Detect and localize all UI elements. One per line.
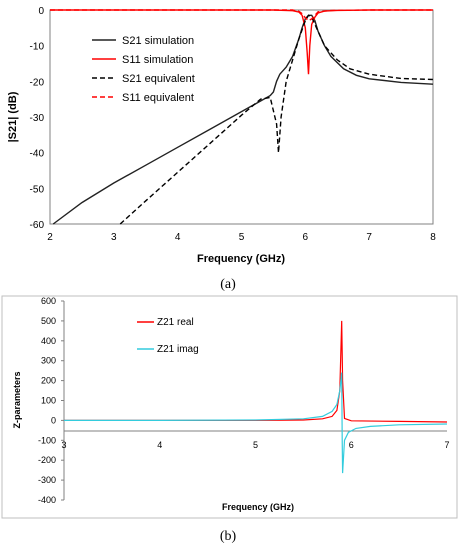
chart-b-y-tick-label: -200 bbox=[38, 455, 56, 465]
chart-a-panel-label: (a) bbox=[220, 277, 236, 292]
chart-b-x-tick-label: 4 bbox=[157, 440, 162, 450]
chart-b-x-axis-title: Frequency (GHz) bbox=[222, 502, 294, 512]
series-line-z21-imag bbox=[64, 372, 448, 474]
chart-a-x-tick-label: 7 bbox=[366, 232, 372, 243]
legend-label-s11-simulation: S11 simulation bbox=[122, 54, 193, 66]
series-line-s11-equivalent bbox=[50, 9, 433, 22]
chart-a-x-tick-label: 2 bbox=[47, 232, 53, 243]
chart-a-series bbox=[50, 9, 434, 225]
chart-a-ticks: 2 3 4 5 6 7 8 0 -10 -20 -30 -40 -50 -60 bbox=[30, 6, 437, 243]
legend-label-z21-imag: Z21 imag bbox=[157, 344, 199, 355]
chart-b: 3 4 5 6 7 600 500 400 300 200 100 0 -100 -200 -300 -400… bbox=[1, 295, 458, 544]
chart-b-y-axis-title: Z-parameters bbox=[12, 371, 22, 428]
chart-a-x-tick-label: 8 bbox=[430, 232, 436, 243]
chart-a-x-axis-title: Frequency (GHz) bbox=[197, 253, 285, 265]
chart-a-x-tick-label: 4 bbox=[175, 232, 181, 243]
chart-a-x-tick-label: 5 bbox=[239, 232, 245, 243]
chart-a-y-tick-label: -40 bbox=[30, 149, 45, 160]
chart-b-y-tick-label: 0 bbox=[51, 415, 56, 425]
chart-b-y-tick-label: -400 bbox=[38, 495, 56, 505]
legend-label-s21-simulation: S21 simulation bbox=[122, 35, 194, 47]
chart-b-y-tick-label: 200 bbox=[41, 376, 56, 386]
chart-a: 2 3 4 5 6 7 8 0 -10 -20 -30 -40 -50 -60 S21 simulatio… bbox=[7, 6, 436, 292]
legend-label-s21-equivalent: S21 equivalent bbox=[122, 73, 195, 85]
chart-a-x-tick-label: 6 bbox=[303, 232, 309, 243]
chart-b-series bbox=[64, 320, 448, 474]
chart-b-y-tick-label: 100 bbox=[41, 396, 56, 406]
chart-b-frame bbox=[1, 295, 458, 519]
series-line-s21-equivalent bbox=[119, 14, 434, 225]
chart-b-ticks: 3 4 5 6 7 600 500 400 300 200 100 0 -100 -200 -300 -400 bbox=[38, 296, 450, 505]
chart-b-x-tick-label: 7 bbox=[444, 440, 449, 450]
chart-a-y-tick-label: -50 bbox=[30, 184, 45, 195]
chart-a-y-axis-title: |S21| (dB) bbox=[7, 91, 19, 142]
chart-b-y-tick-label: 600 bbox=[41, 296, 56, 306]
chart-b-panel-label: (b) bbox=[220, 529, 237, 544]
chart-b-y-tick-label: -100 bbox=[38, 435, 56, 445]
chart-b-legend: Z21 real Z21 imag bbox=[137, 317, 199, 355]
legend-label-z21-real: Z21 real bbox=[157, 317, 194, 328]
chart-b-y-tick-label: 300 bbox=[41, 356, 56, 366]
chart-a-y-tick-label: -30 bbox=[30, 113, 45, 124]
chart-a-legend: S21 simulation S11 simulation S21 equivale… bbox=[92, 35, 195, 104]
chart-b-x-tick-label: 3 bbox=[61, 440, 66, 450]
chart-a-x-tick-label: 3 bbox=[111, 232, 117, 243]
chart-b-x-tick-label: 6 bbox=[349, 440, 354, 450]
chart-b-y-tick-label: 500 bbox=[41, 316, 56, 326]
legend-label-s11-equivalent: S11 equivalent bbox=[122, 92, 194, 104]
chart-a-y-tick-label: -60 bbox=[30, 220, 45, 231]
chart-b-x-tick-label: 5 bbox=[253, 440, 258, 450]
chart-a-y-tick-label: 0 bbox=[38, 6, 44, 17]
series-line-z21-real bbox=[64, 320, 448, 423]
chart-a-plot-area bbox=[49, 9, 434, 225]
chart-a-y-tick-label: -10 bbox=[30, 42, 45, 53]
chart-b-y-tick-label: -300 bbox=[38, 475, 56, 485]
chart-a-y-tick-label: -20 bbox=[30, 77, 45, 88]
chart-b-y-tick-label: 400 bbox=[41, 336, 56, 346]
